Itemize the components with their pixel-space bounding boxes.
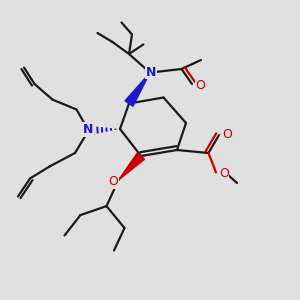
- Polygon shape: [118, 153, 145, 180]
- Text: N: N: [83, 123, 93, 136]
- Text: O: O: [222, 128, 232, 141]
- Text: O: O: [108, 175, 118, 188]
- Text: O: O: [219, 167, 229, 180]
- Text: O: O: [196, 79, 205, 92]
- Text: N: N: [146, 65, 156, 79]
- Polygon shape: [125, 73, 150, 106]
